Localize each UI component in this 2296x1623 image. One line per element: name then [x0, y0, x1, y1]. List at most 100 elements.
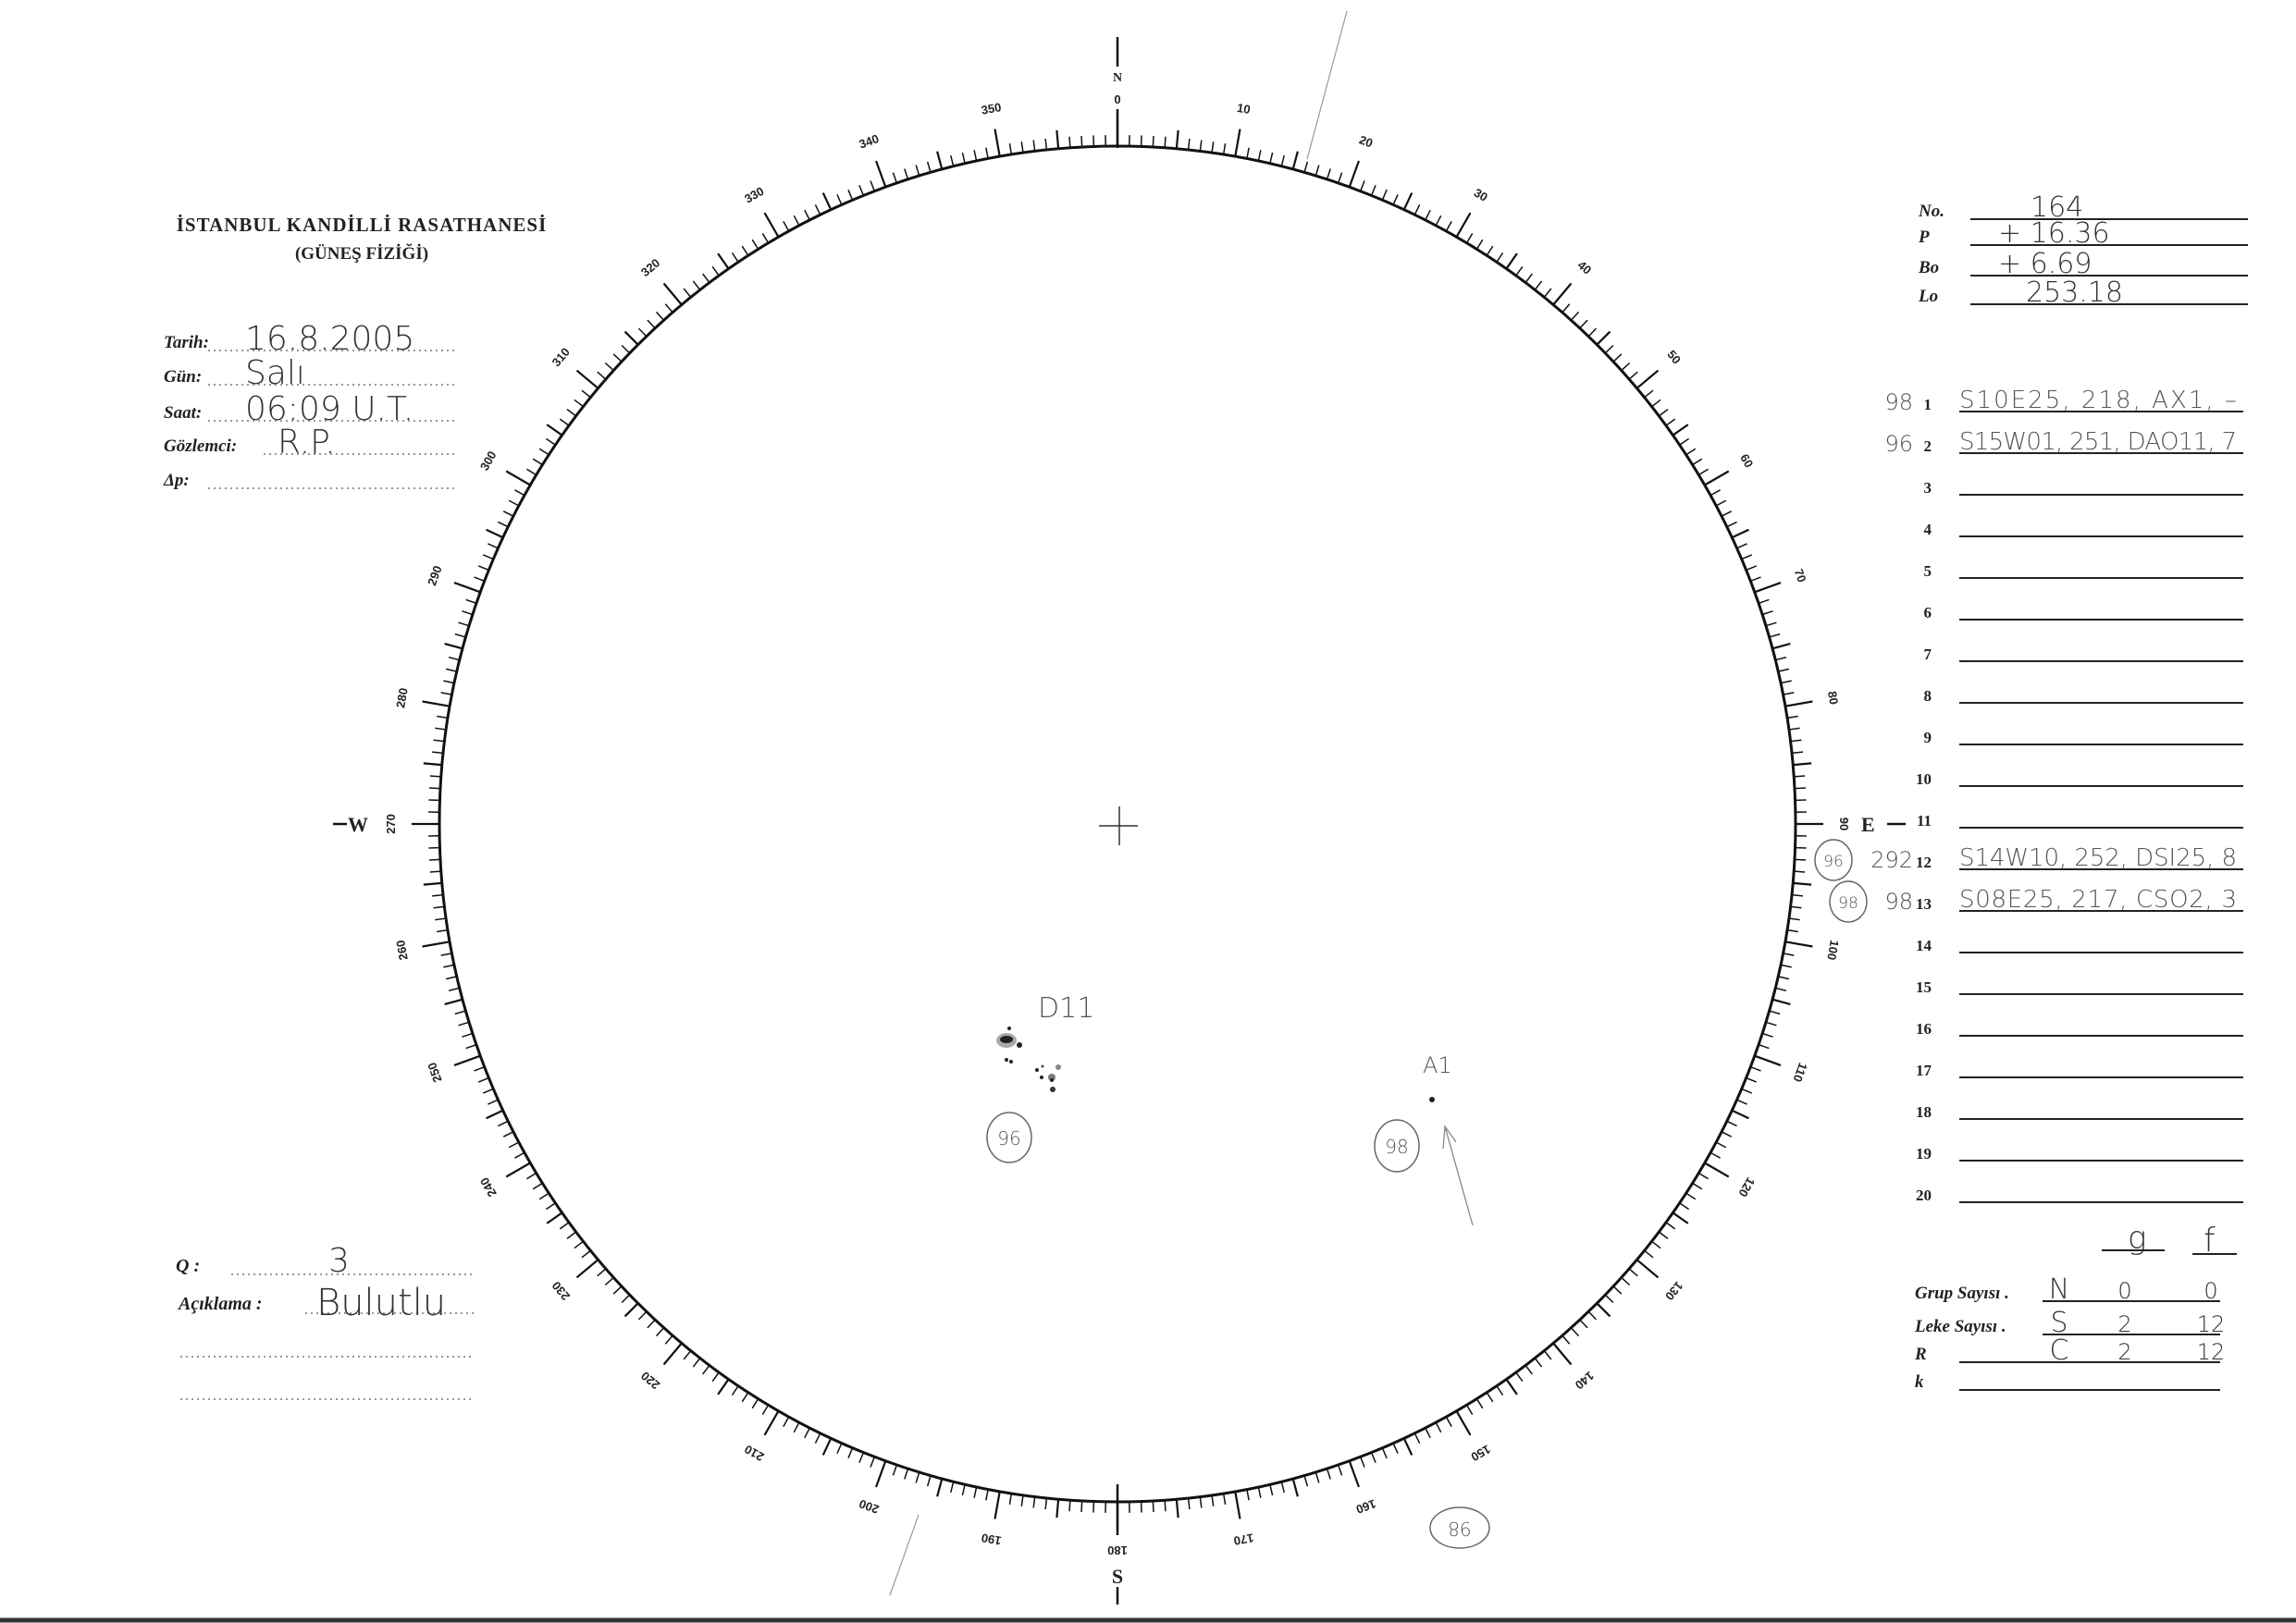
- degree-tick: [1280, 154, 1285, 166]
- ephemeris-value[interactable]: 164: [2031, 191, 2083, 224]
- degree-tick: [875, 1460, 887, 1488]
- sunspot-group-98[interactable]: [1429, 1097, 1435, 1102]
- degree-tick: [1794, 775, 1806, 778]
- degree-tick: [1524, 273, 1533, 284]
- degree-tick: [604, 1276, 614, 1286]
- degree-tick: [1402, 192, 1413, 211]
- degree-tick: [538, 1192, 549, 1200]
- field-4: Δp:: [163, 471, 455, 490]
- degree-tick: [1658, 1231, 1669, 1239]
- degree-tick: [428, 858, 441, 861]
- degree-tick: [662, 1342, 683, 1366]
- center-crosshair: [1099, 806, 1138, 845]
- note-value[interactable]: Bulutlu: [316, 1282, 446, 1324]
- ephemeris-value[interactable]: 253.18: [2026, 277, 2123, 309]
- row-text[interactable]: S10E25, 218, AX1, –: [1959, 387, 2237, 414]
- degree-tick: [1562, 303, 1571, 314]
- degree-label: 20: [1357, 132, 1375, 150]
- degree-tick: [847, 189, 854, 201]
- degree-tick: [1758, 1043, 1770, 1050]
- degree-tick: [1692, 458, 1703, 466]
- degree-tick: [1080, 1500, 1083, 1513]
- row-number: 12: [1916, 854, 1932, 871]
- degree-tick: [1032, 1496, 1036, 1508]
- summary-letter[interactable]: N: [2049, 1273, 2069, 1306]
- group-row: 17: [1916, 1062, 2243, 1079]
- ephemeris-value[interactable]: + 6.69: [1998, 248, 2092, 280]
- summary-f[interactable]: 0: [2203, 1278, 2217, 1304]
- degree-tick: [448, 987, 460, 991]
- degree-label: 60: [1737, 451, 1756, 470]
- field-value[interactable]: R.P.: [278, 424, 336, 461]
- degree-tick: [814, 204, 821, 215]
- degree-tick: [502, 510, 514, 517]
- row-number: 18: [1916, 1103, 1932, 1121]
- summary-g[interactable]: 0: [2117, 1278, 2131, 1304]
- degree-label: 200: [858, 1496, 882, 1517]
- degree-tick: [973, 150, 978, 162]
- degree-tick: [1726, 1120, 1737, 1127]
- degree-tick: [637, 327, 648, 338]
- group-row: 18: [1916, 1103, 2243, 1121]
- degree-tick: [711, 1371, 720, 1383]
- summary-f[interactable]: 12: [2197, 1339, 2226, 1365]
- west-label: W: [348, 813, 368, 836]
- degree-tick: [1413, 204, 1421, 215]
- summary-row: k: [1915, 1372, 2220, 1392]
- degree-tick: [1794, 787, 1807, 790]
- degree-tick: [1786, 928, 1798, 933]
- field-value[interactable]: 16.8.2005: [245, 320, 414, 358]
- degree-label: 190: [981, 1531, 1003, 1548]
- degree-tick: [961, 1484, 966, 1496]
- degree-tick: [1068, 1500, 1071, 1512]
- q-value[interactable]: 3: [328, 1242, 350, 1280]
- sunspot-group-96[interactable]: [996, 1027, 1061, 1092]
- degree-tick: [435, 727, 447, 731]
- degree-tick: [1080, 135, 1083, 148]
- row-number: 17: [1916, 1062, 1932, 1079]
- ephemeris-value[interactable]: + 16.36: [1998, 217, 2110, 250]
- degree-tick: [1761, 610, 1773, 616]
- degree-tick: [559, 1222, 570, 1230]
- degree-tick: [1771, 998, 1791, 1005]
- degree-tick: [1612, 1285, 1623, 1295]
- degree-tick: [793, 1421, 800, 1433]
- degree-tick: [1505, 252, 1518, 270]
- degree-tick: [1587, 327, 1598, 338]
- row-text[interactable]: S08E25, 217, CSO2, 3: [1959, 886, 2237, 914]
- degree-tick: [482, 554, 494, 560]
- degree-tick: [1570, 311, 1580, 321]
- summary-f[interactable]: 12: [2197, 1311, 2226, 1337]
- summary-g[interactable]: 2: [2117, 1311, 2131, 1337]
- degree-tick: [1562, 1334, 1571, 1345]
- degree-tick: [892, 1464, 898, 1476]
- group-list: 198 S10E25, 218, AX1, –296 S15W01, 251, DA…: [1814, 387, 2243, 1204]
- row-text[interactable]: S15W01, 251, DAO11, 7: [1959, 428, 2237, 456]
- note-field: Açıklama : Bulutlu: [177, 1282, 474, 1400]
- degree-tick: [655, 311, 665, 321]
- degree-tick: [1587, 1310, 1598, 1321]
- group-row: 19: [1916, 1145, 2243, 1162]
- field-value[interactable]: Salı: [245, 354, 305, 392]
- degree-tick: [437, 928, 449, 933]
- summary-letter[interactable]: S: [2050, 1307, 2068, 1339]
- degree-tick: [1736, 543, 1747, 549]
- summary-letter[interactable]: C: [2050, 1334, 2069, 1367]
- degree-tick: [1665, 1222, 1676, 1230]
- degree-tick: [477, 1076, 489, 1083]
- degree-tick: [486, 528, 504, 539]
- degree-tick: [474, 1065, 485, 1072]
- degree-tick: [1726, 521, 1737, 528]
- degree-tick: [1721, 510, 1733, 517]
- degree-tick: [1672, 424, 1689, 436]
- degree-tick: [1604, 344, 1614, 354]
- summary-g[interactable]: 2: [2117, 1339, 2131, 1365]
- row-text[interactable]: S14W10, 252, DSI25, 8: [1959, 844, 2237, 872]
- degree-tick: [1793, 881, 1812, 886]
- group-row: 10: [1916, 770, 2243, 788]
- degree-tick: [1199, 1496, 1203, 1508]
- field-value[interactable]: 06:09 U.T.: [245, 390, 414, 428]
- degree-tick: [836, 1443, 843, 1454]
- degree-tick: [433, 905, 445, 909]
- degree-label: 350: [981, 100, 1003, 117]
